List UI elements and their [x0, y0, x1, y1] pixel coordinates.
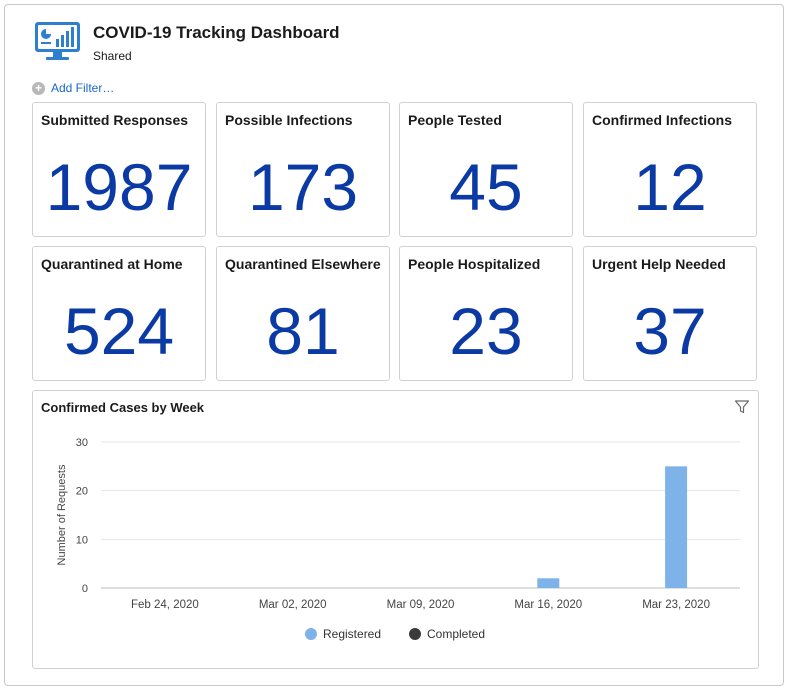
metric-card-confirmed-infections[interactable]: Confirmed Infections 12 — [583, 102, 757, 237]
add-filter-button[interactable]: + Add Filter… — [32, 80, 114, 96]
y-tick-label: 10 — [76, 534, 88, 546]
metric-card-people-tested[interactable]: People Tested 45 — [399, 102, 573, 237]
bar-chart: 0 10 20 30 Number of Requests Feb 24, 2020 Mar… — [56, 437, 740, 641]
legend-swatch — [409, 628, 421, 640]
x-tick-label: Mar 09, 2020 — [387, 599, 455, 611]
bar-registered — [665, 466, 688, 588]
x-tick-label: Feb 24, 2020 — [131, 599, 199, 611]
metric-card-submitted-responses[interactable]: Submitted Responses 1987 — [32, 102, 206, 237]
metric-label: Quarantined Elsewhere — [225, 256, 381, 272]
metric-card-urgent-help[interactable]: Urgent Help Needed 37 — [583, 246, 757, 381]
add-filter-label: Add Filter… — [51, 81, 115, 95]
monitor-dashboard-icon — [34, 21, 81, 61]
y-axis-label: Number of Requests — [56, 464, 68, 565]
legend-label: Registered — [323, 627, 381, 641]
metric-label: People Hospitalized — [408, 256, 541, 272]
chart-title: Confirmed Cases by Week — [41, 400, 205, 415]
metric-value: 173 — [247, 150, 359, 224]
metric-card-quarantined-elsewhere[interactable]: Quarantined Elsewhere 81 — [216, 246, 390, 381]
legend-label: Completed — [427, 627, 485, 641]
x-tick-label: Mar 02, 2020 — [259, 599, 327, 611]
dashboard-header: COVID-19 Tracking Dashboard Shared — [34, 21, 434, 65]
metric-value: 1987 — [45, 150, 193, 224]
metric-value: 12 — [633, 150, 707, 224]
page-subtitle: Shared — [93, 49, 132, 63]
metric-label: Urgent Help Needed — [592, 256, 726, 272]
metric-label: Quarantined at Home — [41, 256, 183, 272]
y-tick-label: 0 — [82, 583, 88, 595]
metric-value: 45 — [449, 150, 523, 224]
x-tick-label: Mar 16, 2020 — [514, 599, 582, 611]
metric-label: Submitted Responses — [41, 112, 189, 128]
metric-label: Possible Infections — [225, 112, 353, 128]
metric-card-possible-infections[interactable]: Possible Infections 173 — [216, 102, 390, 237]
metric-value: 23 — [449, 294, 523, 368]
y-tick-label: 30 — [76, 437, 88, 449]
plus-circle-icon: + — [32, 81, 45, 95]
metric-label: Confirmed Infections — [592, 112, 733, 128]
bar-registered — [537, 578, 560, 588]
y-tick-label: 20 — [76, 486, 88, 498]
page-title: COVID-19 Tracking Dashboard — [93, 23, 340, 42]
metric-card-people-hospitalized[interactable]: People Hospitalized 23 — [399, 246, 573, 381]
legend-swatch — [305, 628, 317, 640]
metric-value: 37 — [633, 294, 707, 368]
chart-panel: Confirmed Cases by Week 0 10 20 30 Number of… — [32, 390, 759, 669]
metric-card-quarantined-home[interactable]: Quarantined at Home 524 — [32, 246, 206, 381]
funnel-icon[interactable] — [734, 399, 750, 415]
metric-value: 524 — [63, 294, 175, 368]
metric-label: People Tested — [408, 112, 502, 128]
metric-value: 81 — [266, 294, 340, 368]
x-tick-label: Mar 23, 2020 — [642, 599, 710, 611]
